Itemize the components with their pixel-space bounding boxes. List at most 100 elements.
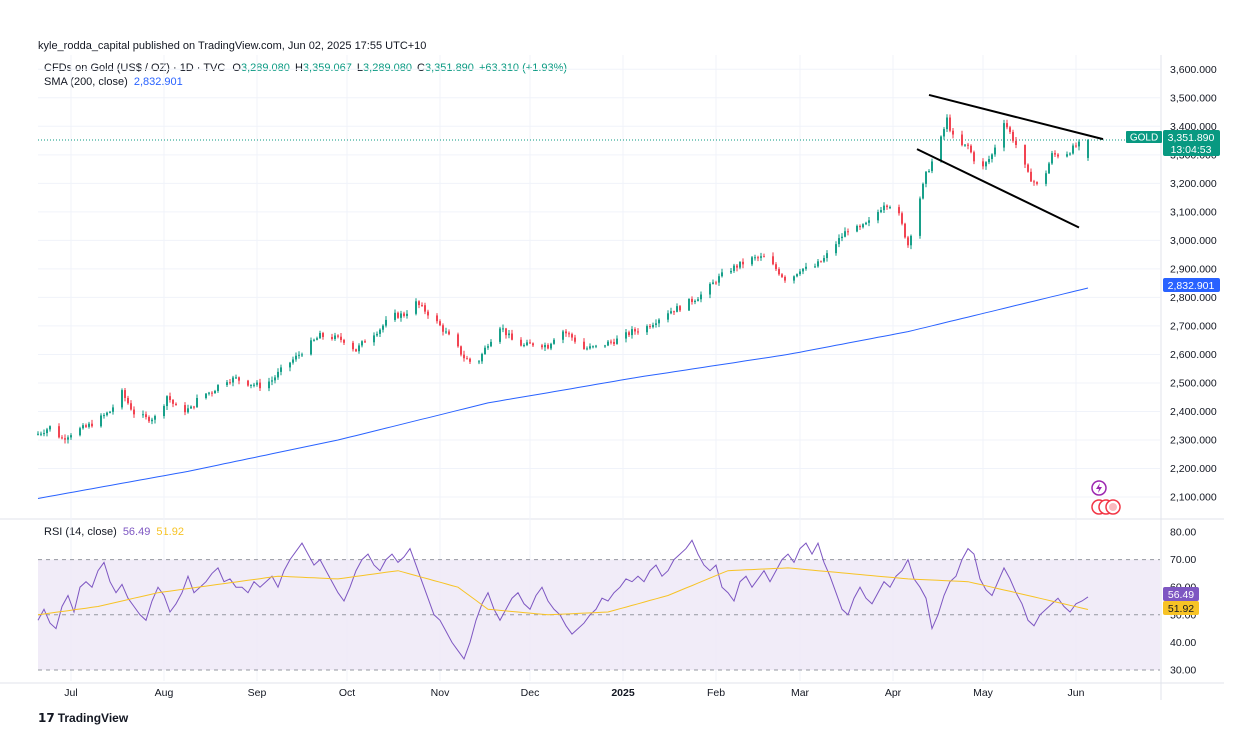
candle-body[interactable] (574, 337, 576, 342)
candle-body[interactable] (775, 264, 777, 270)
candle-body[interactable] (616, 338, 618, 344)
candle-body[interactable] (148, 417, 150, 422)
candle-body[interactable] (820, 261, 822, 263)
candle-body[interactable] (646, 326, 648, 333)
candle-body[interactable] (91, 423, 93, 427)
candle-body[interactable] (415, 301, 417, 314)
candle-body[interactable] (841, 236, 843, 239)
candle-body[interactable] (499, 328, 501, 342)
candle-body[interactable] (58, 426, 60, 438)
candle-layer[interactable] (37, 114, 1089, 444)
candle-body[interactable] (1006, 123, 1008, 128)
candle-body[interactable] (376, 333, 378, 336)
candle-body[interactable] (193, 406, 195, 408)
candle-body[interactable] (235, 377, 237, 379)
candle-body[interactable] (571, 334, 573, 338)
candle-body[interactable] (250, 384, 252, 386)
candle-body[interactable] (676, 306, 678, 312)
candle-body[interactable] (187, 408, 189, 413)
candle-body[interactable] (784, 276, 786, 281)
candle-body[interactable] (229, 382, 231, 384)
candle-body[interactable] (562, 331, 564, 340)
candle-body[interactable] (889, 207, 891, 209)
candle-body[interactable] (1030, 171, 1032, 182)
candle-body[interactable] (595, 345, 597, 347)
candle-body[interactable] (964, 144, 966, 146)
candle-body[interactable] (214, 390, 216, 394)
candle-body[interactable] (502, 328, 504, 330)
candle-body[interactable] (301, 354, 303, 356)
candle-body[interactable] (628, 332, 630, 336)
candle-body[interactable] (1051, 153, 1053, 164)
candle-body[interactable] (382, 325, 384, 330)
candle-body[interactable] (190, 406, 192, 409)
candle-body[interactable] (541, 345, 543, 348)
candle-body[interactable] (631, 329, 633, 336)
candle-body[interactable] (670, 311, 672, 314)
candle-body[interactable] (385, 319, 387, 326)
candle-body[interactable] (145, 414, 147, 418)
candle-body[interactable] (1003, 123, 1005, 148)
candle-body[interactable] (271, 380, 273, 382)
candle-body[interactable] (208, 392, 210, 394)
candle-body[interactable] (700, 294, 702, 300)
candle-body[interactable] (37, 433, 39, 435)
candle-body[interactable] (796, 274, 798, 277)
candle-body[interactable] (352, 342, 354, 350)
symbol-badge[interactable]: GOLD (1126, 131, 1162, 144)
candle-body[interactable] (1009, 127, 1011, 132)
candle-body[interactable] (886, 205, 888, 208)
candle-body[interactable] (298, 354, 300, 356)
candle-body[interactable] (1027, 164, 1029, 172)
candle-body[interactable] (67, 437, 69, 440)
candle-body[interactable] (1057, 154, 1059, 157)
candle-body[interactable] (442, 325, 444, 332)
annotation-layer[interactable] (916, 93, 1104, 229)
candle-body[interactable] (553, 339, 555, 344)
candle-body[interactable] (124, 390, 126, 398)
candle-body[interactable] (319, 333, 321, 339)
candle-body[interactable] (247, 380, 249, 386)
candle-body[interactable] (802, 268, 804, 272)
candle-body[interactable] (394, 312, 396, 320)
candle-body[interactable] (694, 300, 696, 302)
candle-body[interactable] (142, 414, 144, 416)
candle-body[interactable] (949, 117, 951, 131)
candle-body[interactable] (952, 130, 954, 135)
candle-body[interactable] (778, 269, 780, 275)
candle-body[interactable] (568, 333, 570, 335)
candle-body[interactable] (457, 334, 459, 347)
candle-body[interactable] (151, 419, 153, 422)
candle-body[interactable] (331, 336, 333, 340)
candle-body[interactable] (550, 343, 552, 349)
candle-body[interactable] (418, 301, 420, 306)
candle-body[interactable] (1075, 145, 1077, 147)
candle-body[interactable] (43, 433, 45, 435)
lower-trendline[interactable] (916, 148, 1080, 229)
candle-body[interactable] (673, 311, 675, 313)
candle-body[interactable] (880, 210, 882, 213)
candle-body[interactable] (436, 315, 438, 322)
candle-body[interactable] (505, 328, 507, 336)
candle-body[interactable] (268, 381, 270, 389)
candle-body[interactable] (898, 207, 900, 214)
candle-body[interactable] (61, 437, 63, 439)
candle-body[interactable] (877, 212, 879, 221)
candle-body[interactable] (406, 313, 408, 316)
candle-body[interactable] (847, 231, 849, 233)
candle-body[interactable] (718, 276, 720, 283)
candle-body[interactable] (466, 358, 468, 360)
candle-body[interactable] (1069, 153, 1071, 155)
candle-body[interactable] (130, 403, 132, 410)
candle-body[interactable] (709, 283, 711, 295)
candle-body[interactable] (739, 261, 741, 268)
candle-body[interactable] (793, 276, 795, 281)
candle-body[interactable] (925, 171, 927, 184)
candle-body[interactable] (511, 333, 513, 340)
candle-body[interactable] (907, 237, 909, 246)
candle-body[interactable] (85, 425, 87, 427)
symbol-description[interactable]: CFDs on Gold (US$ / OZ) · 1D · TVC (44, 62, 226, 74)
candle-body[interactable] (322, 333, 324, 337)
sma-legend[interactable]: SMA (200, close) 2,832.901 (44, 76, 183, 88)
candle-body[interactable] (526, 342, 528, 346)
